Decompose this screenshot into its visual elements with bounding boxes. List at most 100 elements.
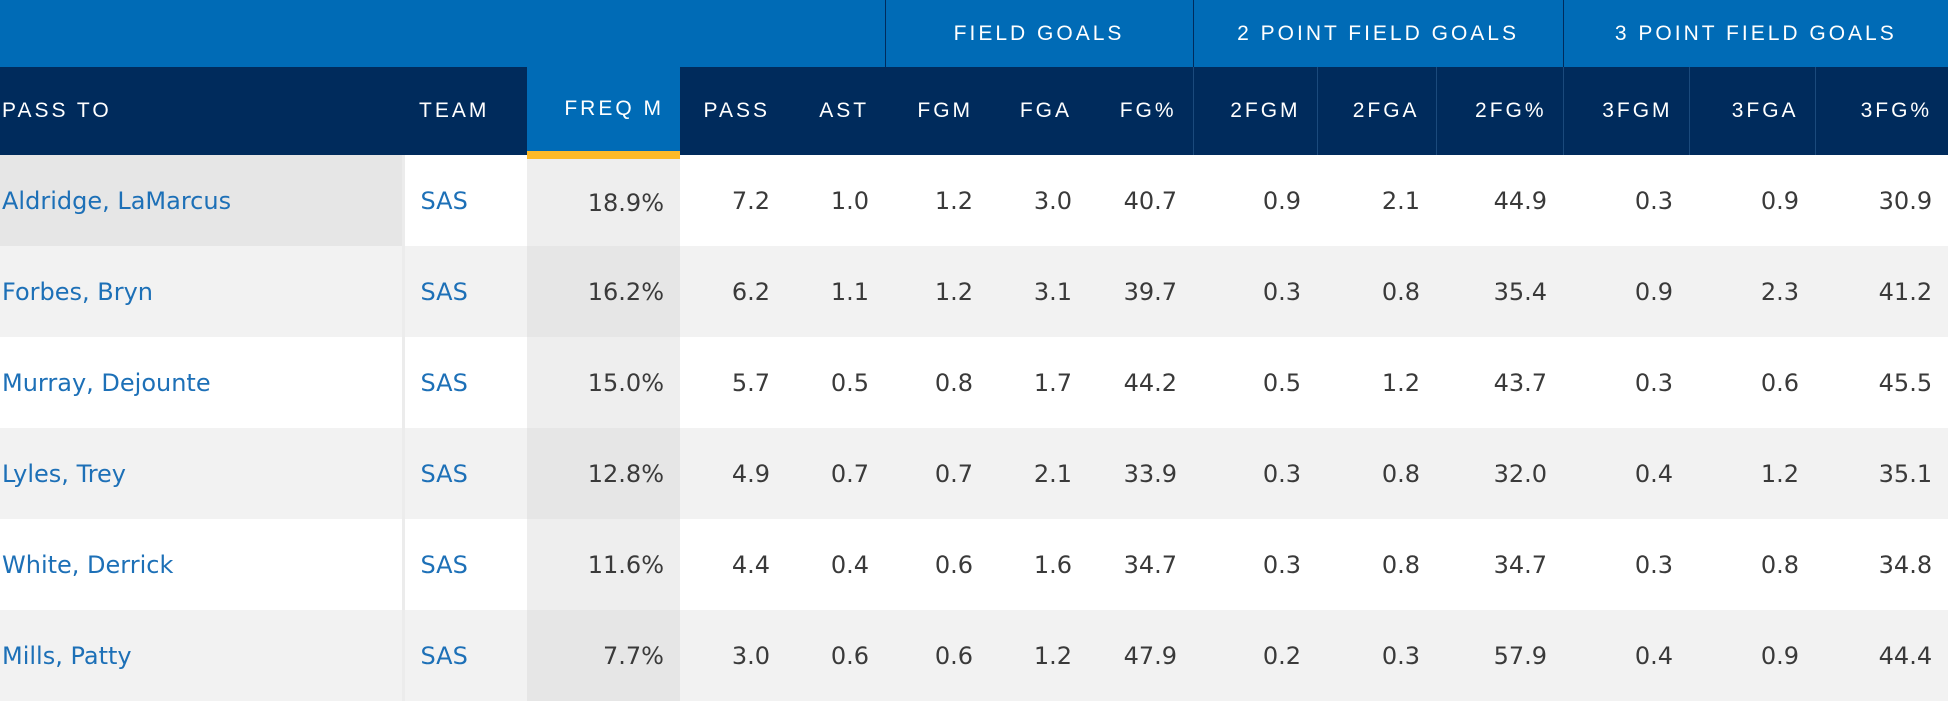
cell-3fgm: 0.3 — [1563, 155, 1690, 246]
cell-freq: 12.8% — [527, 428, 680, 519]
cell-fga: 1.2 — [989, 610, 1089, 701]
cell-pass: 5.7 — [680, 337, 786, 428]
cell-2fga: 0.8 — [1317, 519, 1437, 610]
column-header-3fg-pct[interactable]: 3FG% — [1814, 67, 1948, 155]
cell-2fg-pct: 32.0 — [1436, 428, 1564, 519]
cell-fga: 1.6 — [989, 519, 1089, 610]
team-link[interactable]: SAS — [401, 519, 527, 610]
cell-fgm: 1.2 — [885, 246, 990, 337]
column-header-2fga[interactable]: 2FGA — [1316, 67, 1437, 155]
cell-pass: 3.0 — [680, 610, 786, 701]
cell-pass: 7.2 — [680, 155, 786, 246]
cell-fga: 3.1 — [989, 246, 1089, 337]
team-link[interactable]: SAS — [401, 246, 527, 337]
cell-ast: 0.5 — [786, 337, 886, 428]
cell-2fgm: 0.3 — [1193, 246, 1318, 337]
cell-2fgm: 0.3 — [1193, 519, 1318, 610]
cell-3fgm: 0.3 — [1563, 337, 1690, 428]
column-header-3fgm[interactable]: 3FGM — [1562, 67, 1690, 155]
cell-3fg-pct: 34.8 — [1815, 519, 1948, 610]
cell-3fg-pct: 41.2 — [1815, 246, 1948, 337]
cell-2fg-pct: 57.9 — [1436, 610, 1564, 701]
player-link[interactable]: Lyles, Trey — [0, 428, 403, 519]
cell-3fg-pct: 44.4 — [1815, 610, 1948, 701]
team-link[interactable]: SAS — [401, 428, 527, 519]
column-header-2fg-pct[interactable]: 2FG% — [1435, 67, 1564, 155]
column-header-row: PASS TO TEAM FREQ M PASS AST FGM FGA FG%… — [0, 67, 1948, 159]
cell-fga: 3.0 — [989, 155, 1089, 246]
cell-2fgm: 0.5 — [1193, 337, 1318, 428]
group-header-row: FIELD GOALS 2 POINT FIELD GOALS 3 POINT … — [0, 0, 1948, 67]
column-header-fga[interactable]: FGA — [989, 67, 1089, 155]
cell-3fgm: 0.9 — [1563, 246, 1690, 337]
cell-fgm: 0.6 — [885, 519, 990, 610]
column-header-2fgm[interactable]: 2FGM — [1192, 67, 1318, 155]
cell-2fga: 2.1 — [1317, 155, 1437, 246]
cell-pass: 6.2 — [680, 246, 786, 337]
cell-pass: 4.9 — [680, 428, 786, 519]
player-link[interactable]: Mills, Patty — [0, 610, 403, 701]
table-row: Murray, Dejounte SAS 15.0% 5.7 0.5 0.8 1… — [0, 337, 1948, 428]
cell-3fga: 0.8 — [1689, 519, 1816, 610]
cell-fgm: 1.2 — [885, 155, 990, 246]
cell-fg-pct: 39.7 — [1088, 246, 1194, 337]
group-header-field-goals: FIELD GOALS — [884, 0, 1194, 67]
cell-fg-pct: 33.9 — [1088, 428, 1194, 519]
cell-2fga: 0.3 — [1317, 610, 1437, 701]
player-link[interactable]: Forbes, Bryn — [0, 246, 403, 337]
cell-2fga: 1.2 — [1317, 337, 1437, 428]
cell-freq: 18.9% — [527, 155, 680, 246]
cell-3fga: 0.6 — [1689, 337, 1816, 428]
cell-freq: 7.7% — [527, 610, 680, 701]
cell-2fga: 0.8 — [1317, 246, 1437, 337]
cell-freq: 11.6% — [527, 519, 680, 610]
cell-2fgm: 0.3 — [1193, 428, 1318, 519]
team-link[interactable]: SAS — [401, 155, 527, 246]
column-header-team[interactable]: TEAM — [403, 67, 527, 155]
cell-freq: 15.0% — [527, 337, 680, 428]
group-header-empty — [0, 0, 886, 67]
table-row: Forbes, Bryn SAS 16.2% 6.2 1.1 1.2 3.1 3… — [0, 246, 1948, 337]
column-header-pass-to[interactable]: PASS TO — [0, 67, 403, 155]
cell-fgm: 0.7 — [885, 428, 990, 519]
cell-ast: 0.4 — [786, 519, 886, 610]
group-header-2pt-field-goals: 2 POINT FIELD GOALS — [1192, 0, 1564, 67]
cell-ast: 0.7 — [786, 428, 886, 519]
cell-2fg-pct: 34.7 — [1436, 519, 1564, 610]
cell-2fga: 0.8 — [1317, 428, 1437, 519]
cell-2fg-pct: 44.9 — [1436, 155, 1564, 246]
cell-3fg-pct: 30.9 — [1815, 155, 1948, 246]
table-row: Mills, Patty SAS 7.7% 3.0 0.6 0.6 1.2 47… — [0, 610, 1948, 701]
cell-3fg-pct: 35.1 — [1815, 428, 1948, 519]
cell-ast: 1.1 — [786, 246, 886, 337]
cell-fg-pct: 40.7 — [1088, 155, 1194, 246]
cell-fga: 2.1 — [989, 428, 1089, 519]
column-header-3fga[interactable]: 3FGA — [1688, 67, 1816, 155]
cell-3fga: 1.2 — [1689, 428, 1816, 519]
cell-3fga: 0.9 — [1689, 155, 1816, 246]
cell-3fg-pct: 45.5 — [1815, 337, 1948, 428]
cell-ast: 0.6 — [786, 610, 886, 701]
cell-fgm: 0.6 — [885, 610, 990, 701]
team-link[interactable]: SAS — [401, 610, 527, 701]
cell-ast: 1.0 — [786, 155, 886, 246]
player-link[interactable]: Murray, Dejounte — [0, 337, 403, 428]
cell-2fgm: 0.9 — [1193, 155, 1318, 246]
cell-pass: 4.4 — [680, 519, 786, 610]
cell-3fgm: 0.4 — [1563, 428, 1690, 519]
cell-3fgm: 0.3 — [1563, 519, 1690, 610]
player-link[interactable]: Aldridge, LaMarcus — [0, 155, 403, 246]
team-link[interactable]: SAS — [401, 337, 527, 428]
table-row: White, Derrick SAS 11.6% 4.4 0.4 0.6 1.6… — [0, 519, 1948, 610]
column-header-ast[interactable]: AST — [786, 67, 886, 155]
column-header-freq-sorted[interactable]: FREQ M — [527, 67, 680, 159]
column-header-fgm[interactable]: FGM — [885, 67, 990, 155]
column-header-fg-pct[interactable]: FG% — [1088, 67, 1194, 155]
cell-3fga: 0.9 — [1689, 610, 1816, 701]
group-header-3pt-field-goals: 3 POINT FIELD GOALS — [1562, 0, 1948, 67]
column-header-pass[interactable]: PASS — [680, 67, 786, 155]
cell-fg-pct: 47.9 — [1088, 610, 1194, 701]
cell-fga: 1.7 — [989, 337, 1089, 428]
player-link[interactable]: White, Derrick — [0, 519, 403, 610]
